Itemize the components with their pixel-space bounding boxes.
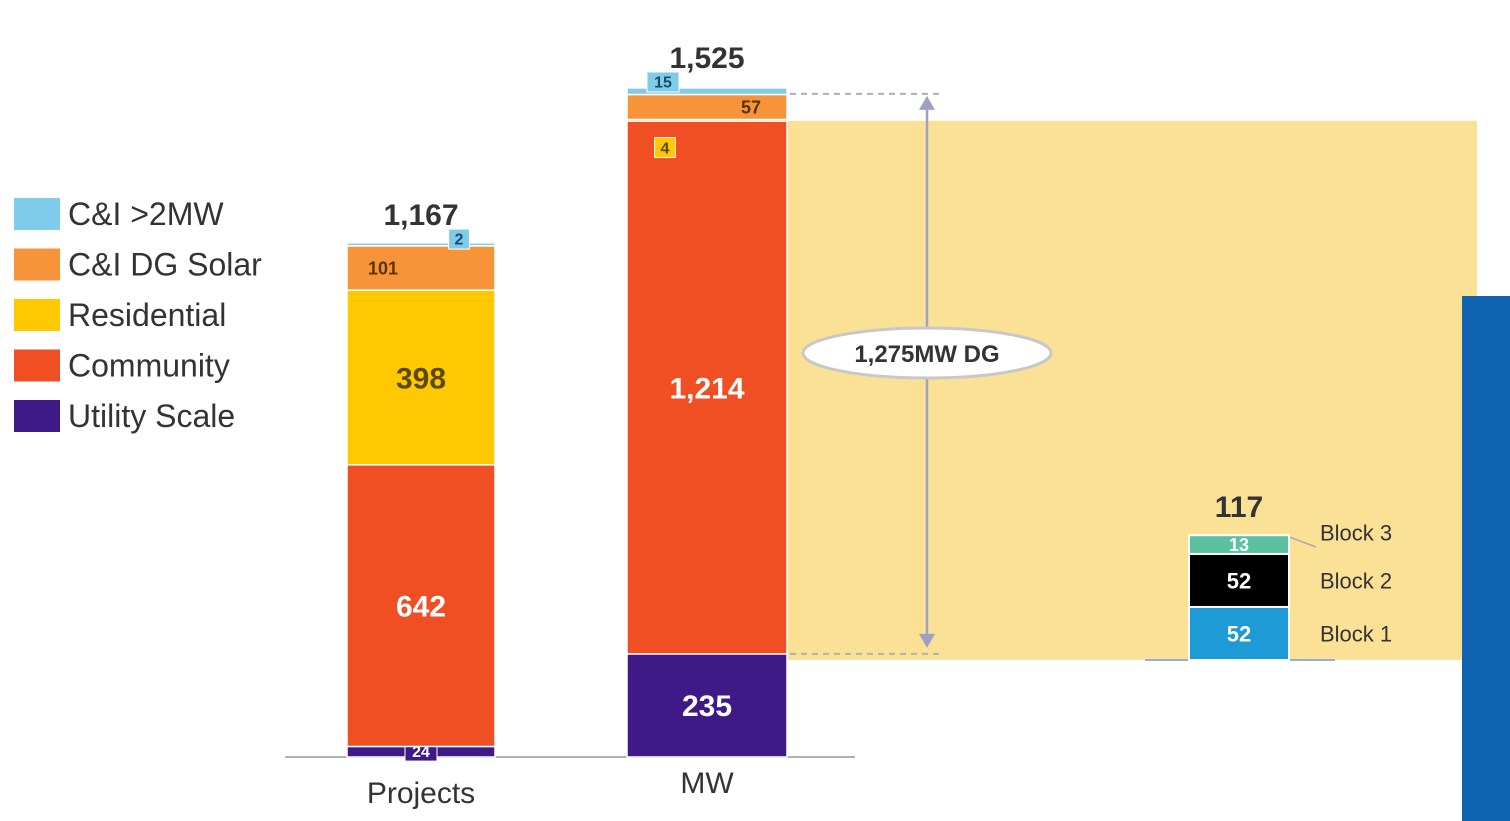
bar-mw-utility-scale bbox=[626, 653, 788, 758]
bar-label-chip-mw-residential bbox=[654, 137, 676, 159]
block-name-block-2: Block 2 bbox=[1320, 568, 1392, 593]
stacked-bars: 24 642 398 101 21,167 Projects 235 1,214 4 57 151,… bbox=[346, 42, 788, 810]
bar-label-mw-community: 1,214 bbox=[669, 372, 744, 405]
bar-total-mw: 1,525 bbox=[669, 42, 744, 75]
bar-label-chip-mw-c-i-2mw bbox=[646, 71, 680, 93]
dg-highlight-area bbox=[780, 120, 1477, 660]
legend-swatch-residential bbox=[14, 299, 60, 331]
blocks-total: 117 bbox=[1215, 491, 1263, 524]
block-seg-label-block-3: 13 bbox=[1229, 535, 1249, 555]
bar-total-projects: 1,167 bbox=[383, 199, 458, 232]
block-seg-block-2 bbox=[1188, 552, 1290, 608]
block-seg-block-1 bbox=[1188, 605, 1290, 662]
bar-label-mw-utility-scale: 235 bbox=[682, 690, 732, 723]
bar-label-projects-residential: 398 bbox=[396, 362, 446, 395]
legend: C&I >2MW C&I DG Solar Residential Community… bbox=[14, 196, 262, 434]
bar-label-projects-utility-scale: 24 bbox=[412, 744, 430, 761]
category-label-mw: MW bbox=[680, 767, 734, 800]
bar-label-projects-c-i-2mw: 2 bbox=[455, 232, 464, 249]
bar-projects-community bbox=[346, 464, 496, 748]
legend-label-residential: Residential bbox=[68, 297, 226, 333]
block-name-block-3: Block 3 bbox=[1320, 521, 1392, 546]
bar-label-mw-c-i-2mw: 15 bbox=[654, 75, 672, 92]
side-blue-bar bbox=[1462, 296, 1510, 821]
bar-label-mw-residential: 4 bbox=[661, 140, 670, 157]
callout-ellipse bbox=[801, 326, 1053, 380]
bar-label-chip-projects-c-i-2mw bbox=[448, 228, 470, 250]
block-name-block-1: Block 1 bbox=[1320, 621, 1392, 646]
dg-callout: 1,275MW DG bbox=[790, 92, 1053, 655]
legend-label-community: Community bbox=[68, 348, 230, 384]
bar-label-projects-c-i-dg-solar: 101 bbox=[368, 258, 398, 278]
legend-label-c-i-2mw: C&I >2MW bbox=[68, 196, 224, 232]
bar-projects-c-i-2mw bbox=[346, 242, 496, 247]
bar-label-mw-c-i-dg-solar: 57 bbox=[741, 97, 761, 117]
legend-swatch-utility-scale bbox=[14, 400, 60, 432]
bar-mw-c-i-2mw bbox=[626, 87, 788, 96]
bar-mw-c-i-dg-solar bbox=[626, 93, 788, 121]
blocks-bar: 52 Block 1 52 Block 2 13 Block 3 117 bbox=[1145, 491, 1392, 662]
category-label-projects: Projects bbox=[367, 777, 475, 810]
block-seg-label-block-1: 52 bbox=[1227, 621, 1251, 646]
block-seg-block-3 bbox=[1188, 534, 1290, 555]
bar-projects-residential bbox=[346, 289, 496, 466]
legend-label-utility-scale: Utility Scale bbox=[68, 398, 235, 434]
block-seg-label-block-2: 52 bbox=[1227, 568, 1251, 593]
legend-swatch-community bbox=[14, 349, 60, 382]
legend-swatch-c-i-2mw bbox=[14, 198, 60, 230]
block-3-leader-line bbox=[1289, 536, 1317, 548]
bar-label-projects-community: 642 bbox=[396, 590, 446, 623]
legend-label-c-i-dg-solar: C&I DG Solar bbox=[68, 247, 262, 283]
bar-mw-community bbox=[626, 120, 788, 655]
callout-arrow-head-down bbox=[919, 633, 935, 648]
legend-swatch-c-i-dg-solar bbox=[14, 248, 60, 281]
callout-label: 1,275MW DG bbox=[854, 341, 999, 368]
callout-arrow-head-up bbox=[919, 95, 935, 110]
